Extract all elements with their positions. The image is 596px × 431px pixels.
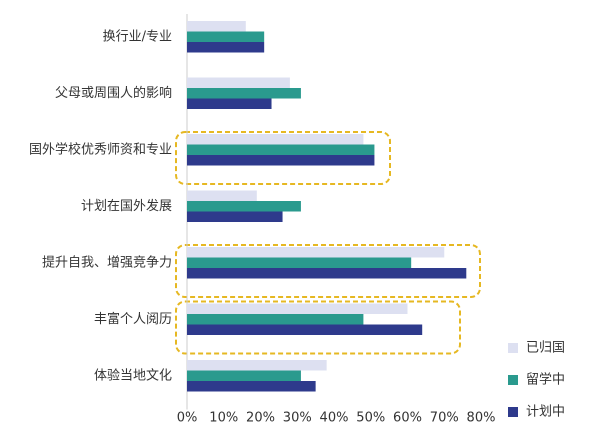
x-tick-label: 10% (209, 411, 238, 426)
legend-swatch (508, 343, 518, 353)
bar (187, 381, 316, 392)
bar (187, 21, 246, 32)
y-tick-label: 父母或周围人的影响 (55, 85, 172, 101)
bar (187, 98, 272, 109)
bar (187, 314, 364, 325)
highlight-box (175, 300, 461, 355)
legend-swatch (508, 375, 518, 385)
bar (187, 257, 412, 268)
bar (187, 211, 283, 222)
bar (187, 77, 290, 88)
bar (187, 155, 375, 166)
legend-label: 已归国 (526, 341, 565, 356)
bar (187, 268, 467, 279)
x-tick-label: 80% (467, 411, 496, 426)
bar (187, 144, 375, 155)
y-tick-label: 体验当地文化 (94, 367, 172, 383)
bar (187, 88, 301, 99)
bar (187, 190, 257, 201)
bar (187, 42, 265, 53)
highlight-box (175, 244, 481, 298)
bar (187, 360, 327, 371)
legend-swatch (508, 407, 518, 417)
y-tick-label: 换行业/专业 (103, 29, 172, 44)
bar (187, 324, 423, 335)
x-tick-label: 70% (430, 411, 459, 426)
x-tick-label: 30% (283, 411, 312, 426)
x-tick-label: 0% (177, 411, 198, 426)
bar (187, 201, 301, 212)
highlight-box (175, 131, 391, 185)
x-tick-label: 50% (356, 411, 385, 426)
legend-label: 计划中 (526, 405, 565, 420)
y-tick-label: 提升自我、增强竞争力 (42, 254, 172, 270)
x-tick-label: 60% (393, 411, 422, 426)
x-tick-label: 40% (320, 411, 349, 426)
bar (187, 303, 408, 314)
bar (187, 370, 301, 381)
y-tick-label: 国外学校优秀师资和专业 (29, 141, 172, 157)
legend-label: 留学中 (526, 372, 565, 388)
bar (187, 134, 364, 145)
y-tick-label: 计划在国外发展 (81, 198, 172, 214)
bar (187, 247, 445, 258)
x-tick-label: 20% (246, 411, 275, 426)
y-tick-label: 丰富个人阅历 (94, 311, 172, 327)
bar (187, 31, 265, 42)
